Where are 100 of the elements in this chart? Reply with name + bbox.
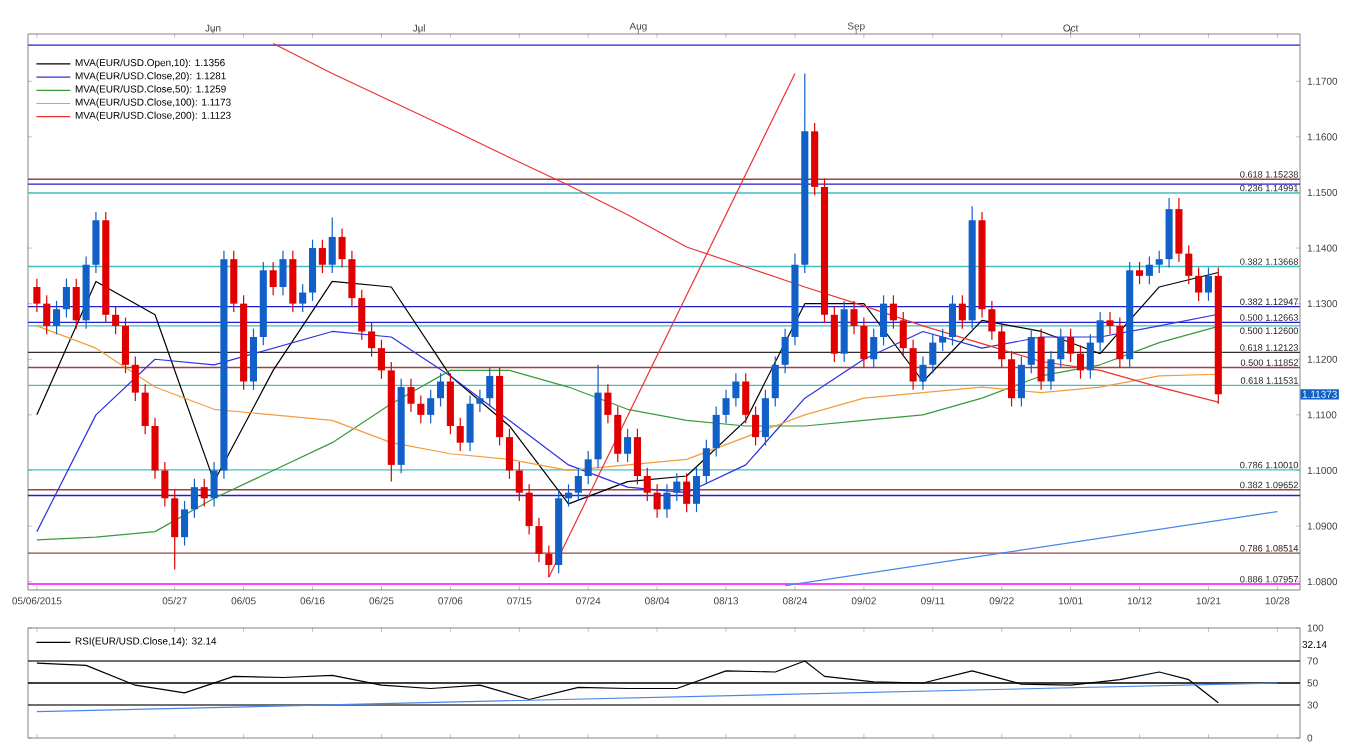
- candlestick: [466, 394, 474, 452]
- candlestick: [1017, 355, 1025, 408]
- candlestick: [1195, 266, 1203, 302]
- candlestick: [308, 239, 317, 302]
- candlestick: [929, 333, 937, 374]
- candlestick: [1175, 197, 1183, 263]
- candlestick: [171, 489, 179, 571]
- candlestick: [870, 328, 878, 369]
- candlestick: [663, 483, 671, 519]
- candlestick: [525, 483, 533, 535]
- candlestick: [781, 328, 789, 374]
- candlestick: [761, 389, 769, 447]
- candlestick: [1136, 261, 1144, 285]
- candlestick: [1027, 328, 1035, 374]
- candlestick: [249, 328, 258, 391]
- candlestick: [998, 322, 1006, 369]
- candlestick: [436, 372, 445, 408]
- candlestick: [121, 316, 130, 374]
- candlestick: [269, 261, 277, 296]
- candlestick: [318, 239, 326, 274]
- candlestick: [752, 405, 760, 447]
- candlestick: [279, 250, 287, 296]
- candlestick: [535, 517, 543, 563]
- candlestick: [486, 366, 494, 408]
- candlestick: [1106, 311, 1114, 335]
- candlestick: [545, 544, 553, 578]
- candlestick: [446, 372, 454, 435]
- candlestick: [112, 305, 120, 335]
- candlestick: [368, 322, 376, 358]
- candlestick: [919, 355, 927, 391]
- candlestick: [653, 483, 661, 519]
- candlestick: [850, 300, 858, 335]
- candlestick: [515, 461, 523, 502]
- candlestick: [43, 294, 51, 335]
- candlestick: [742, 372, 750, 424]
- candlestick: [377, 339, 385, 380]
- candlestick: [1155, 250, 1163, 274]
- candlestick: [702, 439, 710, 485]
- candlestick: [1096, 311, 1104, 352]
- candlestick: [417, 394, 425, 424]
- candlestick: [1047, 350, 1055, 391]
- candlestick: [771, 355, 779, 408]
- candlestick: [683, 472, 691, 513]
- candlestick: [624, 428, 632, 463]
- candlestick: [299, 283, 307, 313]
- candlestick: [1185, 244, 1193, 285]
- candlestick: [958, 294, 966, 330]
- candlestick: [643, 467, 651, 502]
- candlestick: [1076, 344, 1085, 380]
- candlestick: [348, 250, 356, 308]
- candlestick: [732, 372, 740, 408]
- candlestick: [141, 383, 149, 435]
- candlestick: [880, 294, 888, 346]
- line-series: [36, 271, 1219, 505]
- candlestick: [860, 316, 868, 369]
- candlestick: [62, 278, 70, 319]
- candlestick: [1204, 266, 1213, 302]
- candlestick: [909, 339, 917, 391]
- candlestick: [633, 428, 641, 485]
- candlestick: [692, 467, 701, 513]
- candlestick: [338, 227, 346, 269]
- candlestick: [151, 417, 159, 480]
- candlestick: [564, 483, 573, 508]
- candlestick: [210, 461, 218, 508]
- candlestick: [673, 472, 681, 502]
- candlestick: [427, 389, 435, 424]
- candlestick: [1037, 328, 1045, 391]
- candlestick: [712, 405, 720, 458]
- candlestick: [574, 467, 582, 502]
- candlestick: [1067, 328, 1075, 363]
- candlestick: [33, 278, 41, 313]
- candlestick: [181, 500, 189, 547]
- candlestick: [456, 417, 464, 452]
- candlestick: [1116, 316, 1124, 369]
- candlestick: [53, 300, 61, 335]
- candlestick: [161, 461, 169, 508]
- candlestick: [830, 305, 838, 363]
- candlestick: [476, 389, 484, 413]
- candlestick: [722, 389, 730, 424]
- candlestick: [72, 278, 80, 330]
- candlestick: [230, 250, 238, 313]
- candlestick: [889, 294, 897, 330]
- candlestick: [92, 211, 100, 274]
- candlestick: [948, 294, 957, 346]
- candlestick: [200, 478, 208, 508]
- candlestick: [840, 300, 848, 363]
- candlestick: [289, 250, 297, 313]
- candlestick: [939, 328, 947, 352]
- candlestick: [614, 405, 622, 463]
- candlestick: [1086, 333, 1094, 380]
- candlestick: [1057, 328, 1065, 369]
- candlestick: [1008, 350, 1016, 408]
- candlestick: [584, 450, 592, 485]
- candlestick: [407, 378, 415, 413]
- candlestick: [131, 355, 139, 402]
- candlestick: [899, 311, 907, 358]
- candlestick: [604, 383, 612, 424]
- candlestick: [988, 300, 996, 341]
- candlestick: [505, 428, 513, 480]
- candlestick: [328, 216, 336, 274]
